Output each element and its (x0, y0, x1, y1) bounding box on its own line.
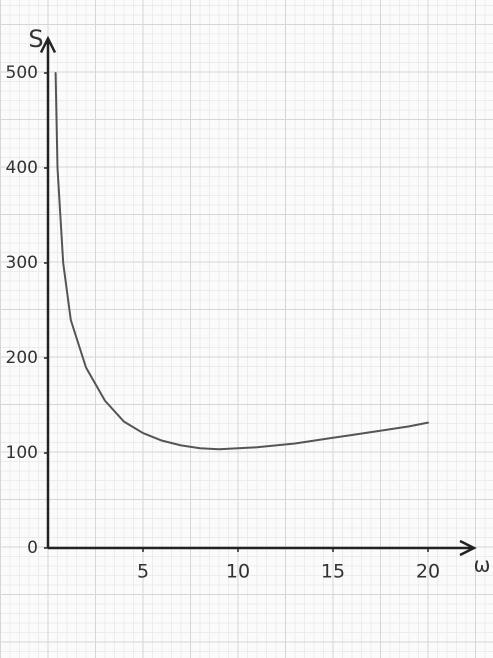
y-tick-label: 100 (6, 443, 38, 463)
x-tick-label: 5 (137, 561, 149, 583)
y-tick-label: 400 (6, 158, 38, 178)
y-axis-label: S (28, 25, 43, 53)
y-tick-label: 500 (6, 63, 38, 83)
curve (54, 72, 429, 451)
x-axis (48, 539, 477, 557)
y-tick-label: 200 (6, 348, 38, 368)
y-tick-label: 0 (27, 538, 38, 558)
x-tick-label: 10 (226, 561, 250, 583)
x-tick-label: 20 (416, 561, 440, 583)
x-tick-label: 15 (321, 561, 345, 583)
y-axis (39, 35, 57, 548)
x-axis-label: ω (474, 553, 491, 577)
y-tick-label: 300 (6, 253, 38, 273)
